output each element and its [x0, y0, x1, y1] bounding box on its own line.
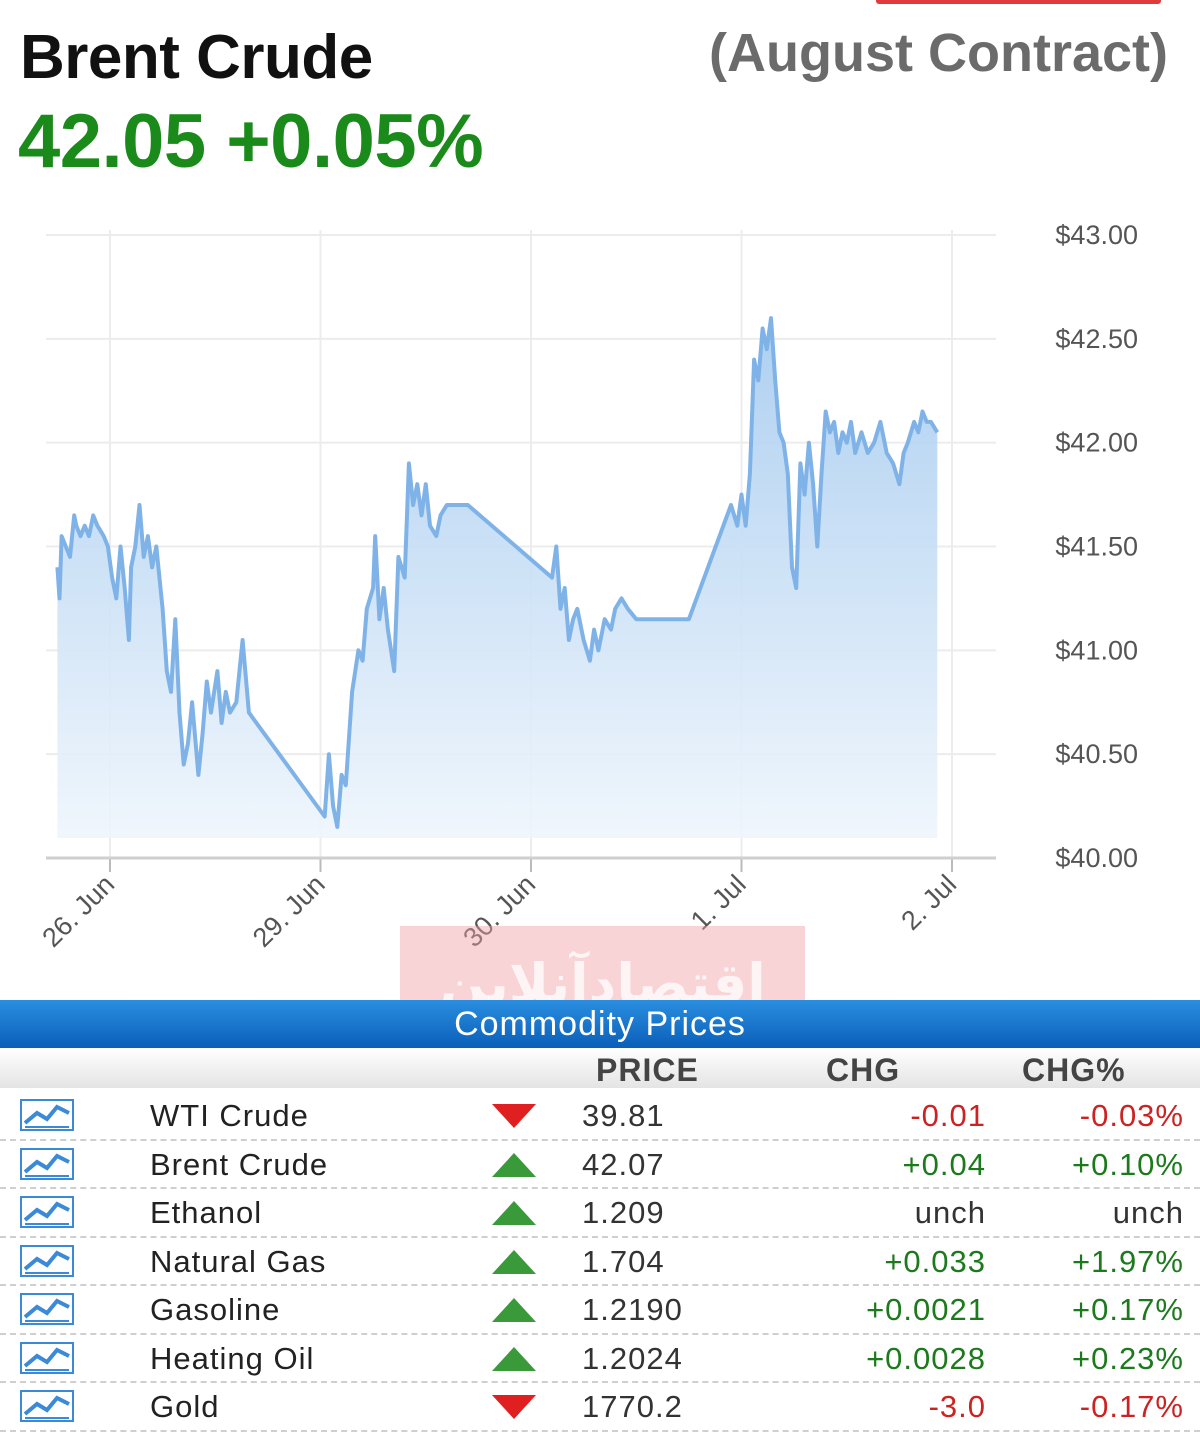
price-chart: $43.00 $42.50 $42.00 $41.50 $41.00 $40.50 $40.…: [36, 220, 1138, 953]
commodity-name[interactable]: Ethanol: [150, 1195, 263, 1230]
chart-icon[interactable]: [20, 1196, 74, 1228]
chart-icon[interactable]: [20, 1099, 74, 1131]
y-tick-label: $40.50: [1055, 739, 1138, 769]
commodity-change: -0.01: [910, 1098, 986, 1133]
commodity-change: -3.0: [928, 1389, 986, 1424]
commodity-name[interactable]: Gasoline: [150, 1292, 281, 1327]
column-header-price[interactable]: PRICE: [596, 1052, 699, 1088]
commodity-table-caption-bar: Commodity Prices: [0, 1000, 1200, 1048]
y-tick-label: $42.00: [1055, 428, 1138, 458]
commodity-change: unch: [914, 1195, 986, 1230]
commodity-name[interactable]: Brent Crude: [150, 1146, 329, 1182]
commodity-change-percent: +0.23%: [1071, 1340, 1184, 1376]
table-row[interactable]: Natural Gas 1.704 +0.033 +1.97%: [0, 1238, 1200, 1286]
y-tick-label: $41.50: [1055, 532, 1138, 562]
price-area: [57, 318, 938, 839]
chart-icon[interactable]: [20, 1147, 74, 1180]
commodity-change: +0.0028: [866, 1340, 986, 1376]
top-accent-bar: [876, 0, 1161, 4]
commodity-change-percent: +0.10%: [1071, 1146, 1184, 1182]
commodity-price: 1770.2: [582, 1389, 683, 1424]
commodity-price: 1.704: [582, 1243, 665, 1279]
table-row[interactable]: Gold 1770.2 -3.0 -0.17%: [0, 1383, 1200, 1432]
commodity-price: 42.07: [582, 1146, 665, 1182]
commodity-price: 1.2024: [582, 1340, 683, 1376]
column-header-chg-pct[interactable]: CHG%: [1022, 1052, 1126, 1088]
y-tick-label: $41.00: [1055, 635, 1138, 665]
y-tick-label: $43.00: [1055, 220, 1138, 250]
chart-icon[interactable]: [20, 1293, 74, 1325]
commodity-price: 1.209: [582, 1195, 665, 1230]
y-tick-label: $42.50: [1055, 324, 1138, 354]
price-line: [55, 316, 940, 829]
table-row[interactable]: Brent Crude 42.07 +0.04 +0.10%: [0, 1141, 1200, 1189]
table-row[interactable]: Ethanol 1.209 unch unch: [0, 1189, 1200, 1238]
commodity-change-percent: +0.17%: [1071, 1292, 1184, 1327]
table-row[interactable]: Gasoline 1.2190 +0.0021 +0.17%: [0, 1286, 1200, 1335]
commodity-change-percent: +1.97%: [1071, 1243, 1184, 1279]
up-arrow-icon: [492, 1346, 536, 1371]
down-arrow-icon: [492, 1395, 536, 1419]
commodity-table-caption: Commodity Prices: [454, 1005, 746, 1043]
table-column-headers: PRICE CHG CHG%: [0, 1048, 1200, 1088]
commodity-change: +0.0021: [866, 1292, 986, 1327]
chart-icon[interactable]: [20, 1244, 74, 1277]
price-quote: 42.05 +0.05%: [18, 99, 484, 184]
y-tick-label: $40.00: [1055, 843, 1138, 873]
commodity-change: +0.033: [884, 1243, 986, 1279]
contract-label: (August Contract): [709, 23, 1168, 83]
commodity-name[interactable]: Gold: [150, 1389, 220, 1424]
commodity-rows: WTI Crude 39.81 -0.01 -0.03% Brent Crude 42.0…: [0, 1092, 1200, 1432]
commodity-name[interactable]: Heating Oil: [150, 1340, 315, 1376]
down-arrow-icon: [492, 1104, 536, 1128]
x-tick-label: 29. Jun: [247, 869, 331, 953]
up-arrow-icon: [492, 1201, 536, 1225]
commodity-change: +0.04: [902, 1146, 986, 1182]
page-title: Brent Crude: [20, 23, 373, 92]
commodity-price: 39.81: [582, 1098, 665, 1133]
up-arrow-icon: [492, 1249, 536, 1274]
x-tick-label: 26. Jun: [36, 869, 120, 953]
x-tick-label: 2. Jul: [895, 869, 962, 936]
up-arrow-icon: [492, 1152, 536, 1177]
table-row[interactable]: Heating Oil 1.2024 +0.0028 +0.23%: [0, 1335, 1200, 1383]
commodity-change-percent: -0.17%: [1079, 1389, 1184, 1424]
commodity-name[interactable]: WTI Crude: [150, 1098, 309, 1133]
column-header-chg[interactable]: CHG: [826, 1052, 901, 1088]
commodity-change-percent: unch: [1112, 1195, 1184, 1230]
table-row[interactable]: WTI Crude 39.81 -0.01 -0.03%: [0, 1092, 1200, 1141]
chart-icon[interactable]: [20, 1390, 74, 1422]
commodity-price: 1.2190: [582, 1292, 683, 1327]
up-arrow-icon: [492, 1298, 536, 1322]
commodity-name[interactable]: Natural Gas: [150, 1243, 327, 1279]
commodity-change-percent: -0.03%: [1079, 1098, 1184, 1133]
chart-icon[interactable]: [20, 1341, 74, 1374]
